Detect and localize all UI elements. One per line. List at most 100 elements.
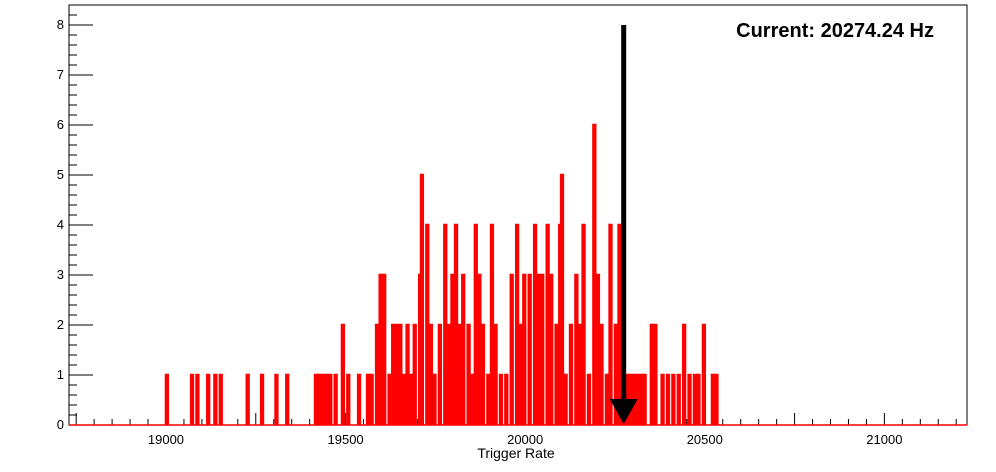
histogram-bin — [394, 323, 399, 425]
histogram-bin — [369, 373, 374, 425]
histogram-bin — [586, 373, 592, 425]
histogram-bin — [563, 373, 568, 425]
histogram-bin — [437, 323, 443, 425]
histogram-bin — [365, 373, 371, 425]
histogram-bin — [480, 323, 486, 425]
histogram-bin — [405, 323, 410, 425]
histogram-bin — [509, 273, 514, 425]
histogram-series — [69, 123, 967, 426]
x-axis-title: Trigger Rate — [477, 445, 555, 461]
histogram-bin — [470, 373, 475, 425]
arrow-head — [609, 399, 638, 424]
y-tick-label: 6 — [57, 117, 64, 132]
x-tick-label: 20000 — [507, 432, 543, 447]
histogram-bin — [317, 373, 322, 425]
histogram-bin — [213, 373, 218, 425]
y-axis-tick-labels: 0 1 2 3 4 5 6 7 8 — [57, 17, 64, 432]
histogram-bin — [559, 173, 565, 425]
x-tick-label: 19000 — [148, 432, 184, 447]
histogram-bin — [540, 273, 545, 425]
y-tick-label: 0 — [57, 417, 64, 432]
histogram-bin — [577, 323, 583, 425]
histogram-bin — [504, 373, 509, 425]
histogram-bin — [608, 223, 613, 425]
histogram-bin — [701, 323, 707, 425]
y-tick-label: 2 — [57, 317, 64, 332]
histogram-bin — [382, 273, 387, 425]
histogram-bin — [473, 223, 478, 425]
current-rate-arrow — [609, 25, 638, 424]
histogram-bin — [489, 223, 495, 425]
histogram-bin — [320, 373, 326, 425]
histogram-bin — [324, 373, 329, 425]
histogram-bin — [378, 273, 383, 425]
histogram-bin — [356, 373, 362, 425]
histogram-bin — [638, 373, 644, 425]
histogram-bin — [398, 323, 403, 425]
x-axis-tick-labels: 19000 19500 20000 20500 21000 — [148, 432, 903, 447]
histogram-bin — [545, 223, 550, 425]
histogram-bin — [259, 373, 265, 425]
histogram-bin — [425, 223, 430, 425]
histogram-bin — [696, 373, 701, 425]
histogram-bin — [592, 123, 597, 425]
y-tick-label: 5 — [57, 167, 64, 182]
histogram-bin — [536, 273, 541, 425]
histogram-bin — [443, 223, 448, 425]
histogram-bin — [419, 173, 425, 425]
histogram-bin — [401, 373, 407, 425]
histogram-bin — [617, 223, 622, 425]
histogram-bin — [554, 323, 559, 425]
histogram-bin — [595, 273, 601, 425]
y-tick-label: 1 — [57, 367, 64, 382]
histogram-bin — [333, 373, 338, 425]
histogram-bin — [687, 373, 692, 425]
histogram-bin — [432, 373, 437, 425]
histogram-bin — [274, 373, 279, 425]
histogram-bin — [446, 323, 452, 425]
histogram-bin — [518, 323, 523, 425]
x-tick-label: 19500 — [328, 432, 364, 447]
x-tick-label: 20500 — [687, 432, 723, 447]
current-rate-label: Current: 20274.24 Hz — [736, 20, 934, 42]
y-tick-label: 7 — [57, 67, 64, 82]
y-axis-minor-ticks — [69, 4, 77, 416]
y-tick-label: 8 — [57, 17, 64, 32]
histogram-bin — [218, 373, 223, 425]
y-tick-label: 4 — [57, 217, 64, 232]
histogram-bin — [522, 273, 527, 425]
y-tick-label: 3 — [57, 267, 64, 282]
histogram-bin — [714, 373, 719, 425]
histogram-bin — [653, 323, 658, 425]
histogram-bin — [498, 373, 504, 425]
histogram-bin — [328, 373, 333, 425]
histogram-bin — [313, 373, 319, 425]
histogram-bin — [461, 273, 466, 425]
histogram-bin — [189, 373, 195, 425]
histogram-bin — [649, 323, 654, 425]
histogram-bin — [710, 373, 716, 425]
x-tick-label: 21000 — [866, 432, 902, 447]
histogram-bin — [164, 373, 170, 425]
histogram-bin — [206, 373, 211, 425]
histogram-bin — [676, 373, 681, 425]
histogram-bin — [574, 273, 579, 425]
histogram-bin — [681, 323, 687, 425]
histogram-bin — [285, 373, 290, 425]
histogram-bin — [514, 223, 520, 425]
histogram-bin — [581, 223, 586, 425]
histogram-bin — [692, 373, 698, 425]
histogram-bin — [245, 373, 250, 425]
histogram-bin — [346, 373, 351, 425]
histogram-bin — [532, 223, 538, 425]
histogram-bin — [613, 323, 619, 425]
histogram-bin — [450, 273, 455, 425]
histogram-bin — [493, 323, 498, 425]
histogram-bin — [453, 223, 459, 425]
histogram-bin — [408, 373, 414, 425]
histogram-bin — [412, 323, 417, 425]
histogram-bin — [604, 373, 610, 425]
histogram-bin — [599, 323, 604, 425]
